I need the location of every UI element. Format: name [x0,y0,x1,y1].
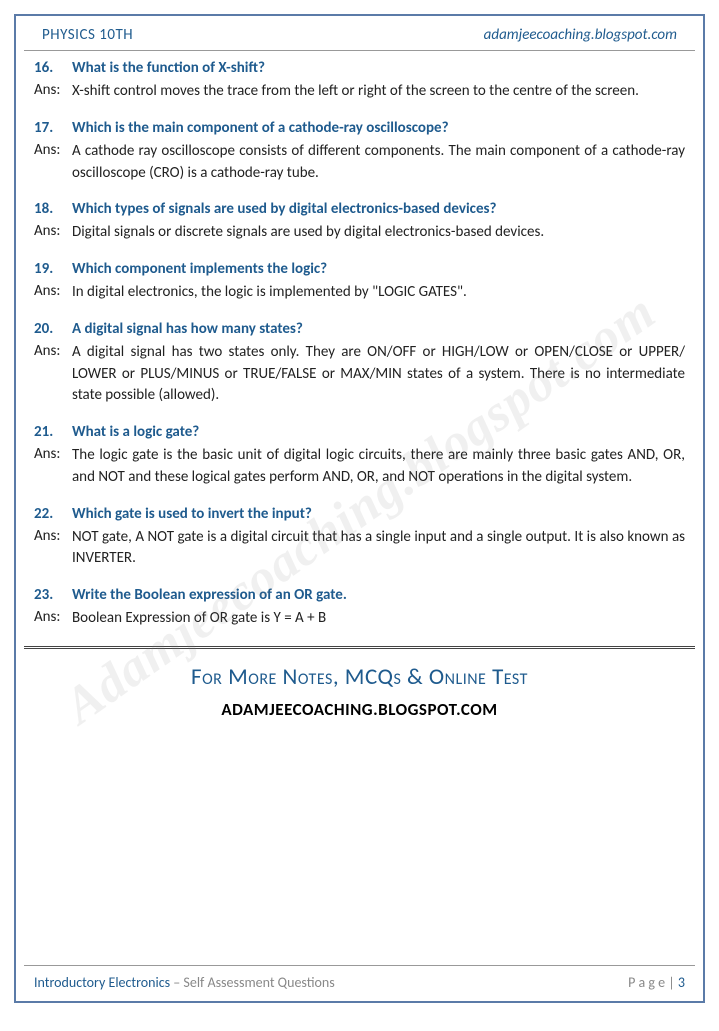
qa-content: 16.What is the function of X-shift?Ans:X… [16,51,703,630]
qa-item: 22.Which gate is used to invert the inpu… [34,505,685,571]
answer-label: Ans: [34,527,72,571]
answer-label: Ans: [34,608,72,630]
promo-url: ADAMJEECOACHING.BLOGSPOT.COM [16,699,703,720]
qa-item: 23.Write the Boolean expression of an OR… [34,586,685,630]
answer-text: NOT gate, A NOT gate is a digital circui… [72,527,685,571]
answer-label: Ans: [34,222,72,244]
answer-label: Ans: [34,445,72,489]
answer-label: Ans: [34,141,72,185]
question-number: 23. [34,586,72,604]
qa-item: 16.What is the function of X-shift?Ans:X… [34,59,685,103]
question-text: Which is the main component of a cathode… [72,119,685,137]
qa-item: 17.Which is the main component of a cath… [34,119,685,185]
promo-block: For More Notes, MCQs & Online Test ADAMJ… [16,649,703,730]
question-number: 16. [34,59,72,77]
question-number: 17. [34,119,72,137]
answer-text: A cathode ray oscilloscope consists of d… [72,141,685,185]
answer-text: Boolean Expression of OR gate is Y = A +… [72,608,685,630]
promo-title: For More Notes, MCQs & Online Test [16,663,703,691]
question-number: 22. [34,505,72,523]
question-number: 19. [34,260,72,278]
question-text: Which component implements the logic? [72,260,685,278]
footer-page: P a g e | 3 [628,974,685,991]
header-url: adamjeecoaching.blogspot.com [484,26,677,44]
answer-text: The logic gate is the basic unit of digi… [72,445,685,489]
page-frame: Adamjeecoaching.blogspot.com PHYSICS 10T… [14,14,705,1003]
qa-item: 19.Which component implements the logic?… [34,260,685,304]
question-text: Write the Boolean expression of an OR ga… [72,586,685,604]
qa-item: 20.A digital signal has how many states?… [34,320,685,407]
question-number: 21. [34,423,72,441]
qa-item: 21.What is a logic gate?Ans:The logic ga… [34,423,685,489]
question-text: A digital signal has how many states? [72,320,685,338]
qa-item: 18.Which types of signals are used by di… [34,200,685,244]
question-text: What is the function of X-shift? [72,59,685,77]
header-subject: PHYSICS 10TH [42,26,133,44]
footer-topic: Introductory Electronics – Self Assessme… [34,974,335,991]
question-text: What is a logic gate? [72,423,685,441]
page-footer: Introductory Electronics – Self Assessme… [24,965,695,1001]
answer-text: A digital signal has two states only. Th… [72,342,685,407]
answer-text: In digital electronics, the logic is imp… [72,282,685,304]
question-text: Which types of signals are used by digit… [72,200,685,218]
answer-label: Ans: [34,81,72,103]
answer-text: Digital signals or discrete signals are … [72,222,685,244]
question-number: 18. [34,200,72,218]
answer-text: X-shift control moves the trace from the… [72,81,685,103]
question-text: Which gate is used to invert the input? [72,505,685,523]
question-number: 20. [34,320,72,338]
answer-label: Ans: [34,282,72,304]
answer-label: Ans: [34,342,72,407]
page-header: PHYSICS 10TH adamjeecoaching.blogspot.co… [24,16,695,51]
